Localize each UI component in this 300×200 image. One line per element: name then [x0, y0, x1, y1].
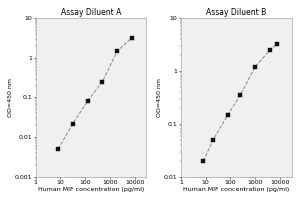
X-axis label: Human MIF concentration (pg/ml): Human MIF concentration (pg/ml)	[183, 187, 290, 192]
X-axis label: Human MIF concentration (pg/ml): Human MIF concentration (pg/ml)	[38, 187, 144, 192]
Title: Assay Diluent B: Assay Diluent B	[206, 8, 266, 17]
Y-axis label: OD=450 nm: OD=450 nm	[158, 78, 163, 117]
Y-axis label: OD=450 nm: OD=450 nm	[8, 78, 13, 117]
Title: Assay Diluent A: Assay Diluent A	[61, 8, 121, 17]
